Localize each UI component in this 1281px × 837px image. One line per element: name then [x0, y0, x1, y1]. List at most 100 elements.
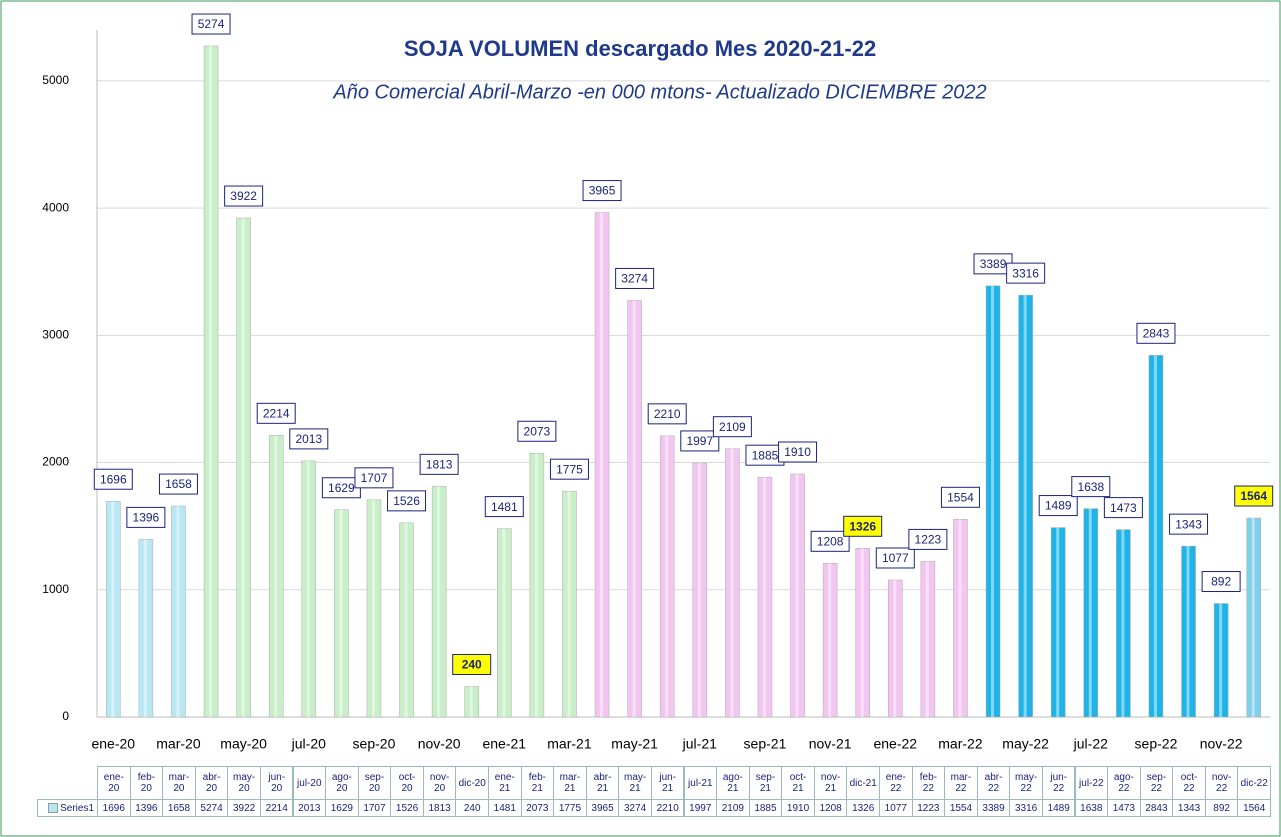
value-label: 1489: [1045, 499, 1072, 513]
bar: [171, 505, 186, 718]
x-tick-label: may-21: [611, 736, 658, 752]
x-tick-label: ene-21: [482, 736, 526, 752]
x-tick-label: nov-22: [1200, 736, 1243, 752]
table-header: jun-21: [650, 766, 685, 800]
bar: [1050, 527, 1066, 718]
bar: [627, 300, 642, 718]
value-label-box: [1234, 485, 1274, 507]
bar: [855, 548, 870, 718]
table-header: nov-22: [1204, 766, 1239, 800]
value-label: 1077: [882, 551, 909, 565]
table-header: ene-20: [97, 766, 131, 800]
bar: [203, 45, 219, 718]
bar: [106, 500, 121, 718]
value-label: 1564: [1240, 489, 1267, 503]
y-tick-label: 2000: [42, 455, 69, 469]
bar: [1116, 529, 1131, 718]
table-value: 1554: [944, 799, 978, 817]
bar: [497, 528, 512, 718]
table-header: sep-20: [357, 766, 392, 800]
x-tick-label: ene-20: [91, 736, 135, 752]
value-label-box: [843, 515, 883, 537]
bar: [236, 217, 251, 718]
value-label-box: [484, 496, 524, 518]
table-value: 1208: [813, 799, 848, 817]
value-label: 1813: [426, 458, 453, 472]
value-label-box: [582, 180, 622, 202]
table-value: 5274: [194, 799, 229, 817]
table-value: 1473: [1107, 799, 1141, 817]
value-label-box: [1006, 262, 1046, 284]
value-label-box: [517, 420, 557, 442]
bar-shine: [1121, 529, 1125, 717]
table-value: 2109: [716, 799, 750, 817]
value-label: 2109: [719, 420, 746, 434]
value-label-box: [419, 453, 459, 475]
bar-shine: [697, 462, 701, 717]
y-tick-label: 0: [62, 709, 69, 723]
bar-shine: [241, 218, 245, 718]
table-header: mar-22: [944, 766, 978, 800]
table-header: abr-22: [976, 766, 1011, 800]
table-header: abr-20: [194, 766, 229, 800]
bar: [985, 285, 1001, 718]
bar-shine: [502, 528, 506, 717]
bar: [888, 579, 903, 718]
bar-shine: [567, 491, 571, 717]
bar: [659, 435, 675, 718]
value-label-box: [93, 468, 133, 490]
value-label-box: [940, 486, 980, 508]
table-header: nov-20: [422, 766, 457, 800]
bar: [529, 453, 545, 718]
value-label-box: [1038, 495, 1078, 517]
bar: [138, 539, 154, 718]
value-label-box: [1169, 513, 1209, 535]
x-tick-label: nov-21: [809, 736, 852, 752]
bar-shine: [534, 453, 538, 717]
value-label: 3316: [1012, 266, 1039, 280]
bar: [725, 448, 740, 718]
value-label: 1208: [817, 534, 844, 548]
value-label: 1343: [1175, 517, 1202, 531]
value-label: 1526: [393, 494, 420, 508]
bar-shine: [600, 212, 604, 717]
bar: [1246, 517, 1261, 718]
bar-shine: [339, 509, 343, 717]
x-tick-label: jul-21: [682, 736, 717, 752]
table-value: 3274: [618, 799, 652, 817]
bar-shine: [404, 522, 408, 717]
value-label: 2843: [1143, 326, 1170, 340]
value-label: 1396: [133, 511, 160, 525]
bar-shine: [176, 506, 180, 717]
table-header: jul-20: [292, 766, 327, 800]
value-label-box: [712, 416, 752, 438]
bar: [1213, 603, 1229, 718]
table-value: 1910: [781, 799, 815, 817]
table-header: dic-21: [846, 766, 880, 800]
table-header: dic-22: [1237, 766, 1271, 800]
table-header: jul-22: [1074, 766, 1109, 800]
table-value: 2843: [1139, 799, 1174, 817]
value-label: 1885: [752, 448, 779, 462]
x-tick-label: jul-22: [1073, 736, 1108, 752]
value-label: 1638: [1077, 480, 1104, 494]
value-label: 1707: [361, 471, 388, 485]
value-label-box: [615, 267, 655, 289]
legend-swatch: [48, 803, 59, 813]
x-tick-label: mar-21: [547, 736, 592, 752]
table-header: feb-22: [911, 766, 946, 800]
value-label-box: [289, 428, 329, 450]
table-value: 1997: [683, 799, 718, 817]
bar-shine: [795, 474, 799, 717]
bar-shine: [632, 300, 636, 717]
value-label-box: [387, 490, 427, 512]
chart-title: SOJA VOLUMEN descargado Mes 2020-21-22: [404, 36, 876, 61]
bar-shine: [111, 501, 115, 717]
value-label-box: [778, 441, 818, 463]
table-header: sep-21: [748, 766, 783, 800]
value-label: 1629: [328, 481, 355, 495]
table-value: 1223: [911, 799, 946, 817]
value-label-box: [354, 467, 394, 489]
bar-shine: [209, 46, 213, 717]
value-label-box: [875, 547, 915, 569]
